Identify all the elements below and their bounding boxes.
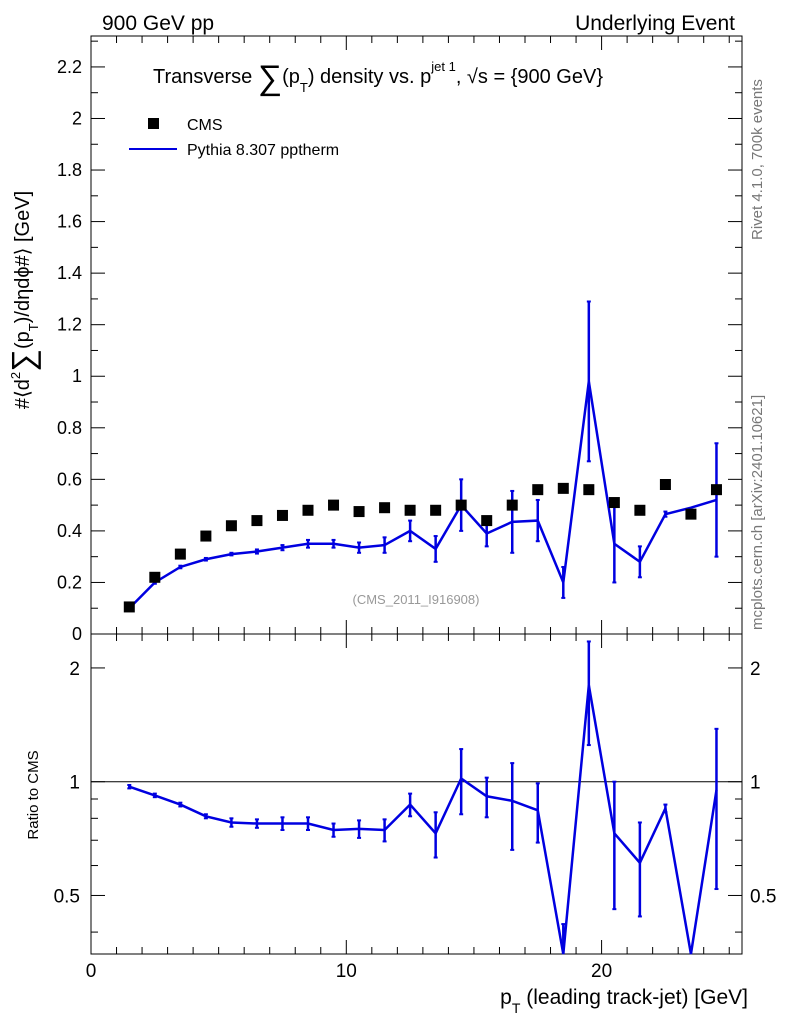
ratio-y-tick-label-right: 1 <box>750 773 761 794</box>
ratio-series-line <box>128 685 718 955</box>
ratio-y-axis-label: Ratio to CMS <box>25 750 42 839</box>
main-y-tick-label: 0.4 <box>57 521 82 541</box>
analysis-label: (CMS_2011_I916908) <box>353 592 480 607</box>
mc-series-line <box>128 381 717 610</box>
main-y-axis-label: #⟨d2∑(pT)/dηdϕ#⟩ [GeV] <box>5 191 41 409</box>
main-y-tick-label: 1.2 <box>57 315 82 335</box>
cms-data-point <box>430 504 442 516</box>
ylabel-sum: ∑ <box>5 349 41 372</box>
cms-data-point <box>328 499 340 511</box>
cms-data-point <box>353 506 365 518</box>
main-y-tick-label: 0.8 <box>57 418 82 438</box>
cms-data-point <box>276 509 288 521</box>
main-y-tick-label: 1.4 <box>57 263 82 283</box>
xlabel-p: p <box>500 986 512 1009</box>
svg-text:#⟨d2∑(pT)/dηdϕ#⟩ [GeV]: #⟨d2∑(pT)/dηdϕ#⟩ [GeV] <box>5 191 41 409</box>
ratio-y-tick-label: 1 <box>69 773 80 794</box>
cms-data-point <box>225 520 237 532</box>
title-p-open: (p <box>282 66 300 88</box>
xlabel-rest: (leading track-jet) [GeV] <box>520 986 748 1009</box>
cms-data-point <box>455 499 467 511</box>
cms-data-point <box>608 497 620 509</box>
ratio-y-tick-label: 2 <box>69 659 80 680</box>
ylabel-a: #⟨d <box>12 379 34 409</box>
cms-data-point <box>123 601 135 613</box>
title-sup-jet: jet 1 <box>430 59 456 74</box>
ylabel-b: (p <box>12 331 34 349</box>
ratio-plot-data <box>127 640 719 955</box>
cms-data-point <box>659 479 671 490</box>
main-axis-ticks: 0 0.2 0.4 0.6 0.8 1 1.2 1.4 1.6 1.8 2 2.2 <box>57 36 742 644</box>
mcplots-label: mcplots.cern.ch [arXiv:2401.10621] <box>749 395 766 630</box>
cms-data-point <box>481 515 493 527</box>
cms-data-point <box>174 548 186 560</box>
ratio-plot-frame <box>90 633 743 955</box>
header-left: 900 GeV pp <box>102 12 214 35</box>
cms-data-point <box>506 499 518 511</box>
title-mid: ) density vs. p <box>308 66 431 88</box>
legend-cms-marker <box>148 118 159 129</box>
cms-data-point <box>685 508 697 520</box>
svg-text:pT (leading track-jet) [GeV]: pT (leading track-jet) [GeV] <box>500 986 748 1016</box>
cms-data-point <box>200 530 212 542</box>
main-y-tick-label: 0.2 <box>57 572 82 592</box>
main-y-tick-label: 1 <box>72 366 82 386</box>
ratio-axis-ticks: 0 10 20 0.5 0.5 1 1 2 2 <box>54 634 776 982</box>
ylabel-c: )/dηdϕ#⟩ [GeV] <box>12 191 34 323</box>
legend-mc-label: Pythia 8.307 pptherm <box>187 142 339 159</box>
title-suffix: , √s = {900 GeV} <box>456 66 604 88</box>
title-prefix: Transverse <box>153 66 258 88</box>
ratio-y-tick-label-right: 0.5 <box>750 886 776 907</box>
cms-data-point <box>532 484 544 496</box>
cms-data-point <box>634 504 646 516</box>
main-y-tick-label: 1.8 <box>57 160 82 180</box>
main-y-tick-label: 2 <box>72 108 82 128</box>
main-y-tick-label: 1.6 <box>57 212 82 232</box>
svg-text:Transverse ∑(pT) density vs. p: Transverse ∑(pT) density vs. pjet 1, √s … <box>153 59 603 97</box>
cms-data-point <box>251 515 263 527</box>
main-y-tick-label: 0 <box>72 624 82 644</box>
x-axis-label: pT (leading track-jet) [GeV] <box>500 986 748 1016</box>
legend-cms-label: CMS <box>187 117 223 134</box>
x-tick-label: 20 <box>591 961 612 982</box>
cms-data-point <box>710 484 722 496</box>
ylabel-sub: T <box>26 323 41 331</box>
ratio-y-tick-label-right: 2 <box>750 659 761 680</box>
main-plot-data <box>123 300 722 613</box>
legend: CMS Pythia 8.307 pptherm <box>129 117 339 159</box>
title-sum-symbol: ∑ <box>258 59 282 97</box>
x-tick-label: 0 <box>86 961 97 982</box>
cms-data-point <box>149 571 161 583</box>
main-y-tick-label: 2.2 <box>57 57 82 77</box>
cms-data-point <box>379 502 391 514</box>
title-sub-t: T <box>300 80 308 95</box>
cms-data-point <box>302 504 314 516</box>
main-y-tick-label: 0.6 <box>57 469 82 489</box>
ylabel-sup2: 2 <box>8 372 23 379</box>
main-plot-title: Transverse ∑(pT) density vs. pjet 1, √s … <box>153 59 603 97</box>
x-tick-label: 10 <box>336 961 357 982</box>
cms-data-point <box>583 484 595 496</box>
cms-data-point <box>404 504 416 516</box>
cms-data-point <box>557 482 569 494</box>
header-right: Underlying Event <box>575 12 735 35</box>
rivet-label: Rivet 4.1.0, 700k events <box>749 79 766 240</box>
xlabel-sub: T <box>512 1000 521 1016</box>
ratio-y-tick-label: 0.5 <box>54 886 80 907</box>
